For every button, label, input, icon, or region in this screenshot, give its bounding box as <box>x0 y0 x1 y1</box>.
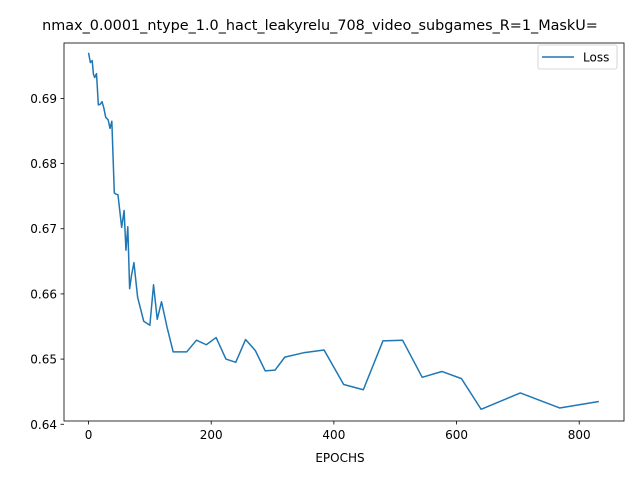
plot-area <box>87 52 599 411</box>
legend-box <box>537 44 618 70</box>
y-tick-label: 0.67 <box>30 222 57 236</box>
x-tick-label: 400 <box>322 428 345 442</box>
x-axis-label: EPOCHS <box>315 451 364 465</box>
legend: Loss <box>537 44 618 70</box>
y-tick-label: 0.66 <box>30 287 57 301</box>
x-axis: 0 200 400 600 800 <box>85 421 591 442</box>
series-line-loss <box>87 52 599 411</box>
y-tick-label: 0.69 <box>30 92 57 106</box>
axes-frame <box>63 42 625 422</box>
x-tick-label: 600 <box>445 428 468 442</box>
x-tick-label: 200 <box>200 428 223 442</box>
legend-label-loss: Loss <box>583 51 609 65</box>
y-tick-label: 0.64 <box>30 418 57 432</box>
x-tick-label: 0 <box>85 428 93 442</box>
y-tick-label: 0.65 <box>30 353 57 367</box>
chart-title: nmax_0.0001_ntype_1.0_hact_leakyrelu_708… <box>42 18 598 34</box>
x-tick-label: 800 <box>568 428 591 442</box>
y-axis: 0.64 0.65 0.66 0.67 0.68 0.69 <box>30 92 64 432</box>
y-tick-label: 0.68 <box>30 157 57 171</box>
